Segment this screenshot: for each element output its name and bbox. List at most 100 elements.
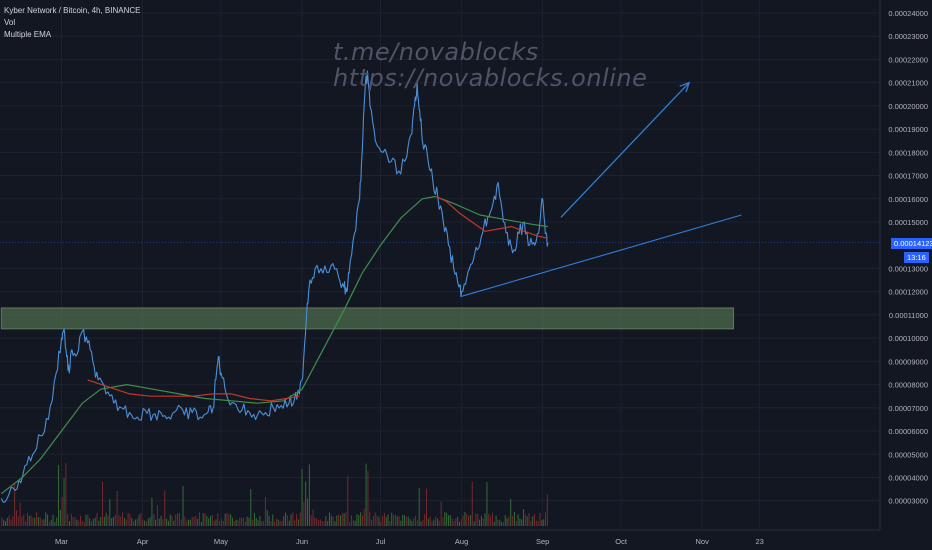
y-tick-label: 0.00004000 <box>888 473 928 482</box>
volume-bar <box>466 513 468 526</box>
volume-bar <box>400 520 402 526</box>
volume-bar <box>83 521 85 526</box>
volume-bar <box>303 501 305 526</box>
y-tick-label: 0.00008000 <box>888 381 928 390</box>
volume-bar <box>307 498 309 526</box>
volume-bar <box>334 521 336 526</box>
volume-bar <box>120 516 122 526</box>
series-ema_slow <box>0 195 548 495</box>
symbol-title[interactable]: Kyber Network / Bitcoin, 4h, BINANCE <box>4 6 141 15</box>
volume-bar <box>67 513 69 526</box>
y-tick-label: 0.00015000 <box>888 218 928 227</box>
volume-bar <box>374 512 376 526</box>
volume-bar <box>321 520 323 526</box>
volume-bar <box>391 512 393 526</box>
volume-bar <box>429 516 431 526</box>
volume-bar <box>339 515 341 526</box>
volume-bar <box>92 518 94 526</box>
volume-bar <box>544 512 546 526</box>
volume-bar <box>111 518 113 526</box>
volume-bar <box>528 513 530 526</box>
volume-bar <box>14 482 16 526</box>
volume-bar <box>153 513 155 526</box>
volume-bar <box>468 515 470 526</box>
x-tick-label: Mar <box>55 537 68 546</box>
y-tick-label: 0.00007000 <box>888 404 928 413</box>
volume-bar <box>499 519 501 526</box>
volume-bar <box>512 516 514 526</box>
volume-bar <box>233 520 235 526</box>
y-tick-label: 0.00009000 <box>888 357 928 366</box>
volume-bar <box>535 520 537 526</box>
volume-bar <box>167 520 169 526</box>
volume-bar <box>193 517 195 526</box>
volume-bar <box>349 521 351 526</box>
volume-bar <box>484 513 486 526</box>
volume-bar <box>532 516 534 526</box>
projection-arrow-head <box>679 81 691 93</box>
volume-bar <box>169 514 171 526</box>
volume-bar <box>175 514 177 526</box>
volume-bar <box>56 517 58 526</box>
volume-bar <box>182 485 184 526</box>
volume-bar <box>58 465 60 526</box>
volume-bar <box>451 518 453 526</box>
volume-bar <box>475 513 477 526</box>
x-tick-label: Sep <box>536 537 549 546</box>
y-tick-label: 0.00021000 <box>888 79 928 88</box>
volume-bar <box>19 502 21 526</box>
volume-bar <box>32 517 34 526</box>
volume-bar <box>54 521 56 526</box>
volume-bar <box>171 515 173 526</box>
volume-bar <box>365 463 367 526</box>
volume-bar <box>323 521 325 526</box>
volume-bar <box>239 517 241 526</box>
volume-bar <box>142 519 144 526</box>
volume-bar <box>61 497 63 526</box>
volume-bar <box>268 515 270 526</box>
volume-bar <box>442 517 444 526</box>
volume-indicator-label[interactable]: Vol <box>4 18 16 27</box>
volume-bar <box>294 520 296 526</box>
volume-bar <box>3 519 5 526</box>
volume-bar <box>21 516 23 526</box>
volume-bar <box>283 516 285 526</box>
volume-bar <box>145 521 147 526</box>
volume-bar <box>530 521 532 526</box>
volume-bar <box>446 512 448 526</box>
volume-bar <box>316 518 318 526</box>
y-tick-label: 0.00010000 <box>888 334 928 343</box>
volume-bar <box>41 519 43 526</box>
volume-bar <box>491 512 493 526</box>
volume-bar <box>105 512 107 526</box>
volume-bar <box>537 521 539 526</box>
volume-bar <box>546 494 548 526</box>
volume-bar <box>415 515 417 526</box>
volume-bar <box>91 521 93 526</box>
volume-bar <box>131 517 133 526</box>
volume-bar <box>398 516 400 526</box>
y-tick-label: 0.00005000 <box>888 450 928 459</box>
volume-bar <box>369 511 371 526</box>
volume-bar <box>325 516 327 526</box>
volume-bar <box>330 515 332 526</box>
volume-bar <box>288 520 290 526</box>
last-price-label: 0.00014123 <box>891 238 932 249</box>
volume-bar <box>98 520 100 526</box>
volume-bar <box>138 514 140 526</box>
volume-bar <box>23 514 25 526</box>
volume-bar <box>341 512 343 526</box>
volume-bar <box>65 463 67 526</box>
volume-bar <box>402 514 404 526</box>
volume-bar <box>501 521 503 526</box>
volume-bar <box>261 521 263 526</box>
volume-bar <box>45 512 47 526</box>
volume-bar <box>308 464 310 526</box>
volume-bar <box>385 516 387 526</box>
ema-indicator-label[interactable]: Multiple EMA <box>4 30 52 39</box>
volume-bar <box>376 515 378 526</box>
x-tick-label: Jul <box>376 537 386 546</box>
volume-bar <box>147 518 149 526</box>
